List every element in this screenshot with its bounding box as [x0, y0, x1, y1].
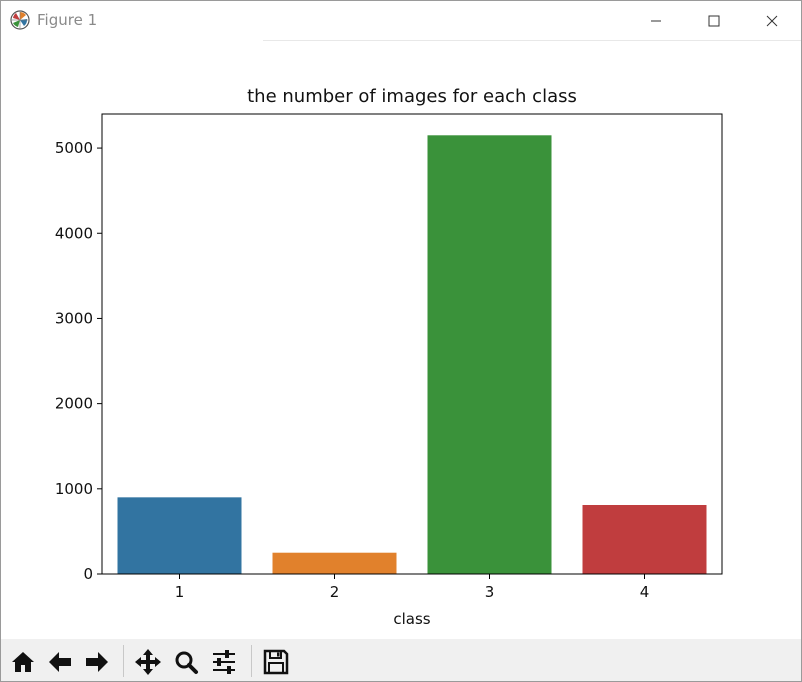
bar-class-3 [427, 135, 552, 574]
matplotlib-logo-icon [10, 10, 30, 30]
title-bar[interactable]: Figure 1 [1, 1, 801, 41]
y-tick-label: 2000 [55, 395, 93, 413]
window-title: Figure 1 [37, 11, 98, 29]
bar-chart: the number of images for each class clas… [55, 86, 723, 628]
back-arrow-icon [49, 652, 71, 672]
maximize-button[interactable] [691, 1, 737, 40]
minimize-button[interactable] [633, 1, 679, 40]
chart-title: the number of images for each class [247, 86, 577, 107]
y-tick-label: 0 [83, 565, 93, 583]
save-button[interactable] [261, 647, 291, 677]
x-tick-label: 3 [485, 583, 495, 601]
save-icon [263, 649, 289, 675]
y-tick-label: 5000 [55, 139, 93, 157]
minimize-icon [651, 20, 661, 21]
pan-button[interactable] [133, 647, 163, 677]
y-tick-label: 1000 [55, 480, 93, 498]
navigation-toolbar [1, 639, 801, 681]
home-icon [12, 652, 34, 672]
configure-subplots-icon [213, 650, 235, 674]
y-tick-label: 4000 [55, 224, 93, 242]
axes-frame [101, 113, 723, 575]
home-button[interactable] [8, 647, 38, 677]
pan-icon [135, 649, 161, 675]
x-axis-label: class [393, 610, 430, 628]
bar-class-2 [272, 552, 397, 574]
zoom-icon [175, 651, 198, 674]
bar-class-4 [582, 505, 707, 574]
x-tick-label: 1 [175, 583, 185, 601]
maximize-icon [708, 15, 720, 26]
x-tick-label: 4 [640, 583, 650, 601]
close-button[interactable] [749, 1, 795, 40]
configure-subplots-button[interactable] [209, 647, 239, 677]
plot-area[interactable]: the number of images for each class clas… [1, 41, 801, 639]
zoom-button[interactable] [171, 647, 201, 677]
close-icon [766, 15, 778, 26]
back-button[interactable] [45, 647, 75, 677]
x-tick-label: 2 [330, 583, 340, 601]
forward-arrow-icon [86, 652, 108, 672]
forward-button[interactable] [82, 647, 112, 677]
bar-class-1 [117, 497, 242, 574]
y-tick-label: 3000 [55, 309, 93, 327]
